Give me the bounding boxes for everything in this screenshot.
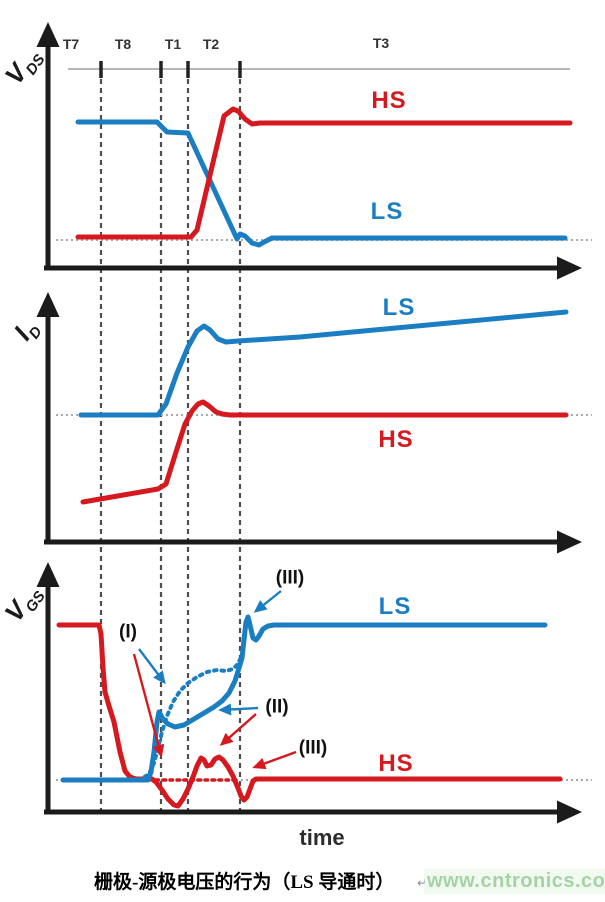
vgs-ls-label: LS [378,593,412,620]
interval-label-t7: T7 [62,36,80,52]
annotation-ii: (II) [265,696,289,718]
curve-id-hs [80,399,569,505]
interval-label-t2: T2 [202,36,220,52]
curve-vgs-hs [56,622,563,809]
interval-label-t8: T8 [114,36,132,52]
vds-ls-label: LS [370,198,404,225]
annotation-iii-top: (III) [275,567,305,589]
curve-vgs-ls [60,614,548,783]
vds-hs-label: HS [371,87,407,114]
paragraph-return-mark: ↵ [417,876,428,890]
curve-vds-ls [75,119,568,248]
x-axis-label-time: time [299,825,345,850]
annotation-i: (I) [119,621,137,643]
vgs-hs-label: HS [378,750,414,777]
id-hs-label: HS [378,426,414,453]
figure-caption: 栅极-源极电压的行为（LS 导通时） [94,872,395,893]
waveform-curves [56,106,573,809]
annotation-arrows [132,590,297,770]
curve-vds-hs [75,106,573,240]
axes-and-gridlines [36,22,592,824]
interval-label-t3: T3 [372,35,390,51]
id-ls-label: LS [382,294,416,321]
interval-label-t1: T1 [164,36,182,52]
watermark-text: www.cntronics.com [424,869,605,894]
annotation-iii-bottom: (III) [298,737,328,759]
curve-id-ls [78,309,569,418]
